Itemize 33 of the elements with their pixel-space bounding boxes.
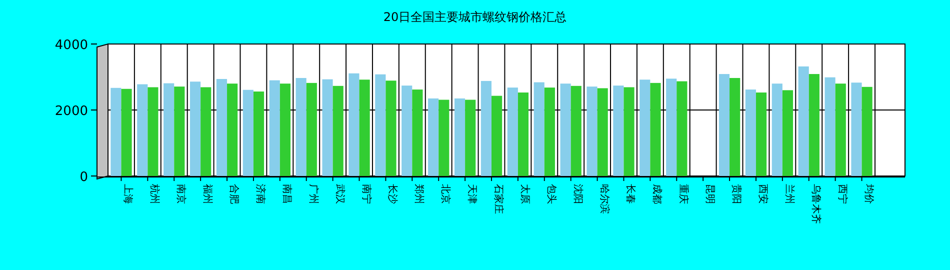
x-tick-label: 南昌 xyxy=(280,184,293,204)
x-tick-label: 上海 xyxy=(122,184,134,204)
x-tick-label: 广州 xyxy=(307,184,320,204)
x-tick-label: 兰州 xyxy=(783,184,796,204)
x-tick-label: 乌鲁木齐 xyxy=(810,184,822,224)
x-tick-label: 天津 xyxy=(466,184,478,204)
x-tick-label: 均价 xyxy=(862,183,875,204)
chart-title: 20日全国主要城市螺纹钢价格汇总 xyxy=(383,10,567,24)
x-tick-label: 合肥 xyxy=(228,184,240,204)
x-tick-label: 武汉 xyxy=(334,184,346,204)
x-tick-label: 成都 xyxy=(651,184,664,204)
x-tick-label: 包头 xyxy=(545,184,558,204)
x-tick-label: 哈尔滨 xyxy=(598,184,610,214)
x-tick-label: 福州 xyxy=(202,184,214,204)
y-tick-label: 4000 xyxy=(54,38,88,53)
x-tick-label: 重庆 xyxy=(678,184,690,204)
y-tick-label: 0 xyxy=(80,170,88,185)
x-tick-label: 贵阳 xyxy=(730,184,743,204)
x-tick-label: 西安 xyxy=(756,184,769,204)
x-tick-label: 太原 xyxy=(518,184,531,204)
x-tick-label: 长春 xyxy=(624,184,637,204)
y-tick-label: 2000 xyxy=(54,104,88,119)
x-tick-label: 郑州 xyxy=(413,184,426,204)
x-tick-label: 长沙 xyxy=(386,184,399,204)
x-tick-label: 石家庄 xyxy=(492,184,504,214)
x-tick-label: 南宁 xyxy=(360,184,372,204)
x-tick-label: 昆明 xyxy=(704,184,716,204)
x-tick-label: 北京 xyxy=(440,184,452,204)
x-tick-label: 沈阳 xyxy=(572,184,584,204)
x-tick-label: 杭州 xyxy=(148,183,161,204)
x-tick-label: 南京 xyxy=(175,184,188,204)
x-tick-label: 济南 xyxy=(254,184,266,204)
x-tick-label: 西宁 xyxy=(836,184,848,204)
